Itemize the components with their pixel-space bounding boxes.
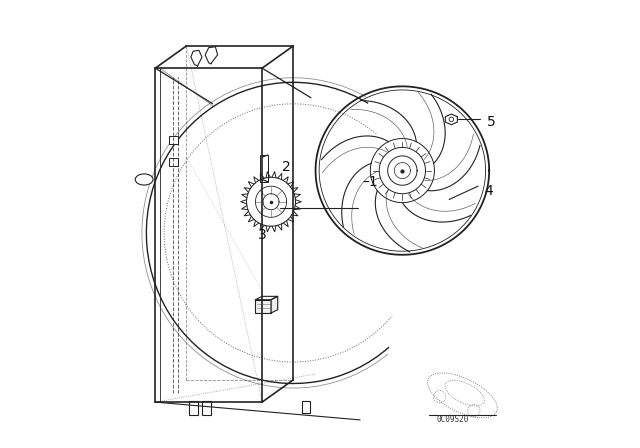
Bar bbox=[302, 401, 310, 413]
Bar bbox=[202, 401, 211, 415]
Bar bbox=[168, 158, 179, 166]
Text: 4: 4 bbox=[484, 184, 493, 198]
Bar bbox=[189, 401, 198, 415]
Polygon shape bbox=[271, 296, 278, 313]
Text: –1: –1 bbox=[362, 175, 378, 189]
Text: 5: 5 bbox=[487, 115, 496, 129]
Bar bbox=[168, 136, 179, 144]
Text: 0C09S20: 0C09S20 bbox=[436, 415, 469, 424]
Ellipse shape bbox=[135, 174, 153, 185]
Bar bbox=[255, 300, 271, 313]
Bar bbox=[260, 155, 268, 182]
Text: 3: 3 bbox=[258, 228, 266, 242]
Text: 2: 2 bbox=[282, 160, 291, 174]
